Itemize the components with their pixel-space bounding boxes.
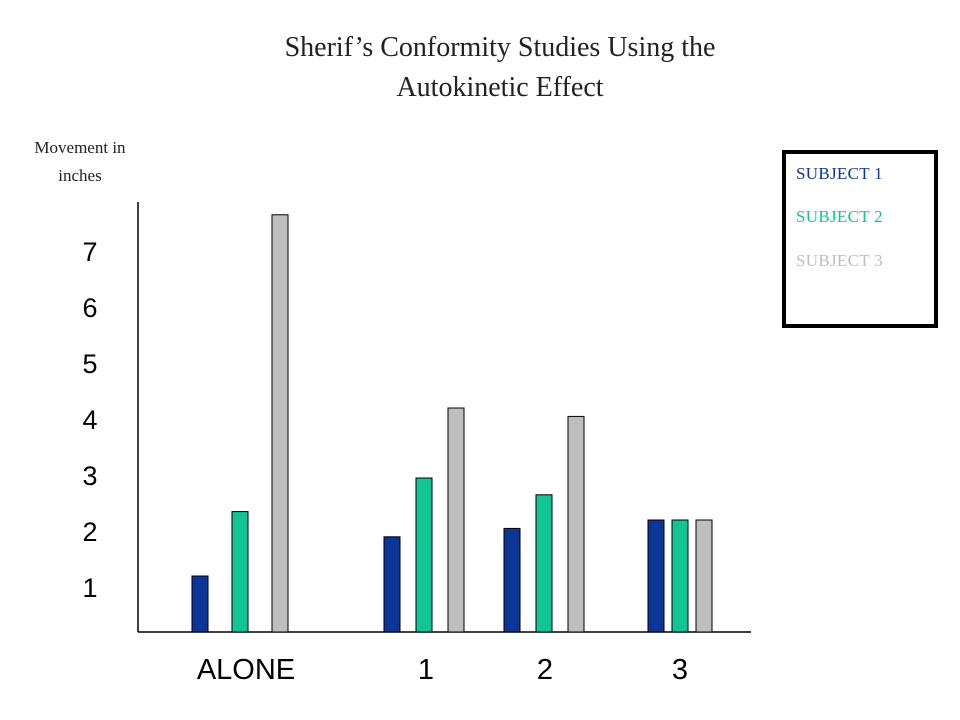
y-tick-label: 2: [82, 517, 97, 547]
y-tick-label: 3: [82, 461, 97, 491]
x-tick-label: 1: [418, 654, 434, 686]
legend: SUBJECT 1 SUBJECT 2 SUBJECT 3: [782, 150, 938, 328]
x-tick-label: 3: [672, 654, 688, 686]
bar-subject-3-2: [567, 415, 585, 633]
y-tick-label: 7: [82, 237, 97, 267]
bar-subject-1-3: [647, 519, 665, 633]
bar-subject-2-2: [535, 494, 553, 633]
bar-subject-3-alone: [271, 214, 289, 633]
bar-subject-1-alone: [191, 575, 209, 633]
x-tick-label: 2: [537, 654, 553, 686]
bar-subject-1-1: [383, 536, 401, 633]
chart-title: Sherif’s Conformity Studies Using the Au…: [200, 28, 800, 108]
y-axis-label: Movement in inches: [10, 134, 150, 190]
legend-item-subject-2: SUBJECT 2: [796, 207, 883, 226]
bar-subject-3-1: [447, 407, 465, 633]
y-tick-label: 6: [82, 293, 97, 323]
bar-subject-2-1: [415, 477, 433, 633]
y-tick-label: 1: [82, 573, 97, 603]
legend-item-subject-1: SUBJECT 1: [796, 164, 883, 183]
legend-item-subject-3: SUBJECT 3: [796, 251, 883, 270]
y-tick-label: 5: [82, 349, 97, 379]
y-axis-label-line-1: Movement in: [34, 138, 126, 157]
bar-subject-3-3: [695, 519, 713, 633]
y-tick-label: 4: [82, 405, 97, 435]
chart-title-line-1: Sherif’s Conformity Studies Using the: [284, 32, 716, 63]
chart-title-line-2: Autokinetic Effect: [396, 72, 604, 103]
bar-subject-1-2: [503, 527, 521, 633]
bar-subject-2-alone: [231, 511, 249, 633]
bar-subject-2-3: [671, 519, 689, 633]
x-tick-label: ALONE: [197, 654, 295, 686]
y-axis-label-line-2: inches: [58, 166, 102, 185]
